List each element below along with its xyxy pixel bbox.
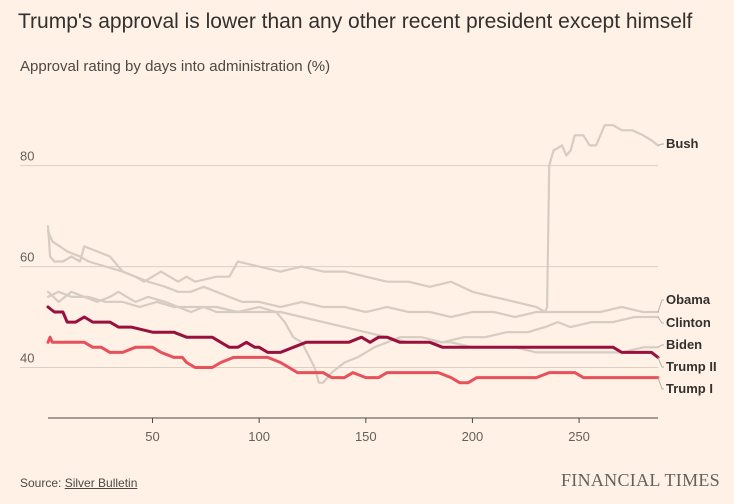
series-line-clinton (46, 290, 660, 384)
label-leader (657, 357, 664, 368)
source-link[interactable]: Silver Bulletin (64, 476, 138, 490)
y-tick-label: 80 (20, 149, 34, 164)
x-tick-label: 50 (145, 429, 159, 444)
label-leader (657, 344, 664, 348)
series-line-biden (46, 290, 660, 354)
series-line-bush (46, 124, 660, 314)
chart-grid: 40 60 80 50 100 150 200 250 (20, 149, 658, 444)
label-leader (657, 377, 664, 390)
label-leader (657, 143, 664, 146)
series-label-obama: Obama (666, 292, 711, 307)
source-prefix: Source: (20, 476, 65, 490)
series-label-trump-i: Trump I (666, 381, 713, 396)
series-labels: Bush Obama Clinton Biden Trump II Trump I (657, 136, 717, 396)
publisher-logo: FINANCIAL TIMES (560, 470, 720, 490)
y-tick-label: 60 (20, 250, 34, 265)
chart-series (46, 124, 660, 385)
x-tick-label: 150 (355, 429, 377, 444)
x-tick-label: 100 (248, 429, 270, 444)
y-tick-label: 40 (20, 351, 34, 366)
series-line-trump-i (46, 335, 660, 385)
x-tick-label: 200 (462, 429, 484, 444)
series-label-bush: Bush (666, 136, 699, 151)
chart-title: Trump's approval is lower than any other… (18, 10, 693, 33)
series-line-trump-ii (46, 305, 660, 359)
source-note: Source: Silver Bulletin (20, 476, 137, 490)
label-leader (657, 299, 664, 313)
chart-subtitle: Approval rating by days into administrat… (20, 58, 331, 75)
label-leader (657, 316, 664, 324)
series-label-trump-ii: Trump II (666, 359, 717, 374)
series-label-biden: Biden (666, 337, 702, 352)
x-tick-label: 250 (568, 429, 590, 444)
series-label-clinton: Clinton (666, 315, 711, 330)
series-line-obama (46, 230, 660, 319)
